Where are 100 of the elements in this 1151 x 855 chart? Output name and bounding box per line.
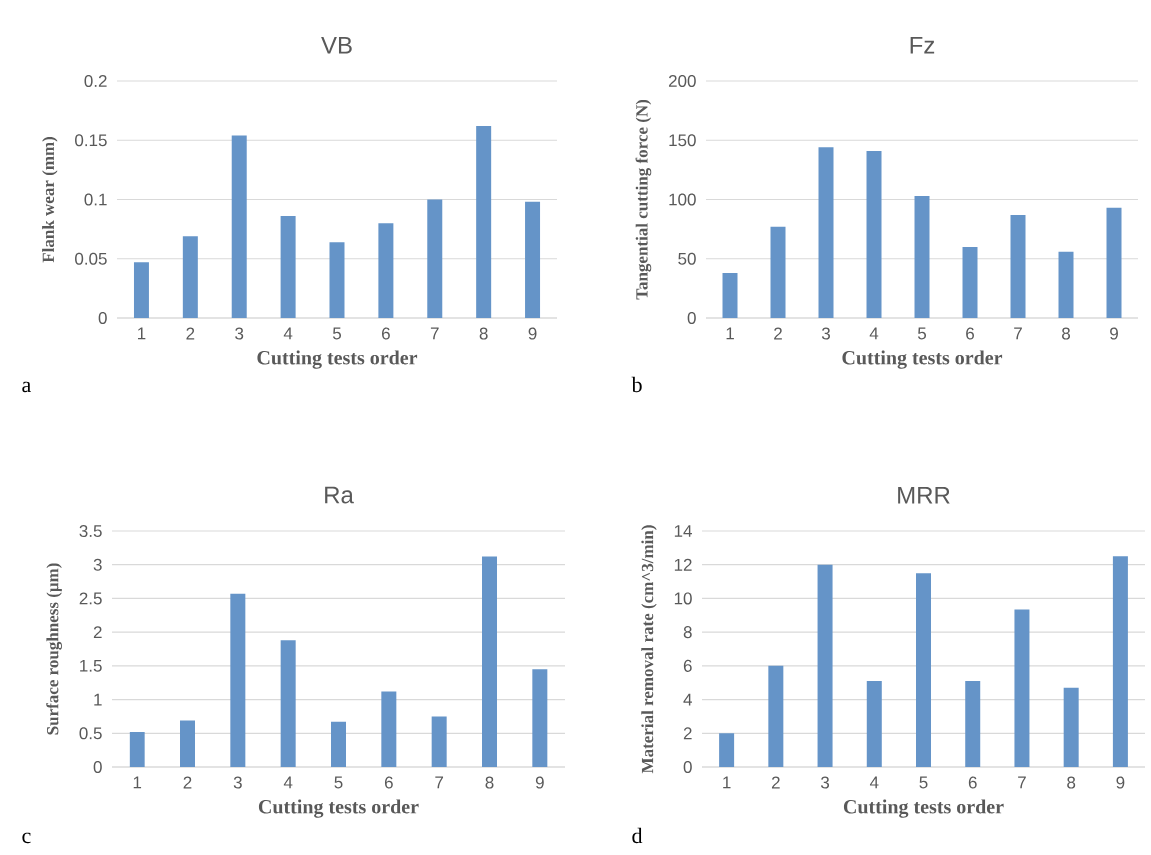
x-axis-title: Cutting tests order [843, 799, 1004, 818]
bar [180, 720, 195, 767]
y-tick-label: 0.2 [84, 74, 107, 88]
x-tick-label: 1 [726, 327, 734, 340]
bar [133, 262, 149, 318]
bar [532, 669, 548, 767]
x-axis-title: Cutting tests order [842, 350, 1003, 369]
y-tick-label: 0 [687, 311, 696, 325]
bar [525, 201, 541, 318]
bar [722, 272, 738, 318]
x-tick-label: 3 [235, 327, 244, 340]
y-tick-label: 1 [94, 693, 102, 706]
bar [329, 242, 345, 318]
bar [129, 731, 145, 767]
x-tick-label: 1 [723, 776, 731, 789]
x-tick-label: 4 [869, 327, 879, 340]
bar [1014, 609, 1030, 767]
x-tick-label: 4 [283, 327, 293, 340]
x-tick-label: 4 [283, 776, 293, 789]
y-tick-label: 2 [93, 626, 102, 639]
x-tick-label: 6 [384, 776, 393, 789]
y-tick-label: 100 [669, 193, 696, 206]
y-tick-label: 3 [93, 558, 102, 571]
x-tick-label: 1 [138, 327, 146, 340]
y-tick-label: 14 [674, 525, 692, 537]
bar [914, 195, 930, 318]
y-tick-label: 2.5 [79, 592, 102, 605]
chart-title: VB [321, 36, 352, 54]
y-axis-title: Tangential cutting force (N) [635, 99, 652, 300]
x-tick-label: 3 [821, 327, 830, 340]
bar [182, 236, 198, 318]
y-tick-label: 12 [674, 558, 692, 571]
x-tick-label: 5 [917, 327, 927, 340]
y-tick-label: 4 [683, 693, 692, 706]
y-axis-title: Flank wear (mm) [42, 136, 58, 263]
y-tick-label: 200 [668, 74, 696, 88]
bar [866, 681, 882, 767]
bar [427, 199, 443, 318]
y-tick-label: 10 [674, 592, 692, 605]
x-axis-title: Cutting tests order [258, 799, 419, 818]
y-axis-title: Material removal rate (cm^3/min) [641, 525, 657, 774]
bar [916, 573, 932, 767]
bar [768, 665, 784, 767]
x-tick-label: 2 [186, 327, 195, 340]
text: a [22, 381, 32, 393]
text: b [631, 376, 642, 393]
x-tick-label: 9 [1116, 776, 1125, 789]
chart-title: Ra [325, 486, 354, 504]
x-tick-label: 3 [233, 776, 242, 789]
bar [280, 640, 296, 767]
x-tick-label: 8 [1067, 776, 1076, 789]
bar [1058, 251, 1074, 318]
bar [818, 147, 834, 318]
text: d [632, 827, 643, 844]
bar [1010, 214, 1026, 318]
bar [719, 733, 735, 767]
bar [770, 226, 786, 318]
x-tick-label: 5 [332, 327, 342, 340]
x-tick-label: 5 [334, 776, 343, 789]
bar [431, 716, 447, 767]
x-tick-label: 2 [771, 776, 780, 789]
x-axis-title: Cutting tests order [257, 350, 418, 369]
x-tick-label: 6 [968, 776, 977, 789]
bar [1106, 207, 1122, 318]
chart-title: Fz [910, 36, 935, 54]
x-tick-label: 2 [774, 327, 782, 340]
y-tick-label: 0 [683, 760, 692, 774]
text: c [22, 832, 31, 844]
bar [476, 126, 492, 318]
bar [965, 681, 981, 767]
y-tick-label: 0.05 [75, 252, 107, 265]
bar [817, 564, 833, 767]
chart-title: MRR [898, 486, 950, 504]
x-tick-label: 8 [479, 327, 488, 340]
y-axis-title: Surface roughness (μm) [46, 563, 62, 735]
bar [231, 135, 247, 318]
y-tick-label: 2 [683, 727, 692, 740]
bar [230, 593, 246, 767]
x-tick-label: 7 [435, 776, 444, 789]
x-tick-label: 7 [1018, 776, 1026, 789]
x-tick-label: 5 [919, 776, 928, 789]
y-tick-label: 150 [669, 134, 696, 147]
bar [866, 150, 882, 318]
y-tick-label: 3.5 [79, 524, 102, 538]
y-tick-label: 0 [93, 760, 102, 774]
bar [482, 556, 497, 767]
bar [331, 721, 346, 767]
x-tick-label: 9 [528, 327, 537, 340]
bar [962, 246, 978, 318]
x-tick-label: 6 [966, 327, 974, 340]
x-tick-label: 1 [133, 776, 142, 789]
bar [381, 691, 397, 767]
bar [1112, 556, 1128, 767]
x-tick-label: 9 [1110, 327, 1118, 340]
y-tick-label: 50 [678, 252, 696, 265]
x-tick-label: 2 [183, 776, 192, 789]
y-tick-label: 0 [98, 311, 107, 325]
x-tick-label: 8 [485, 776, 494, 789]
x-tick-label: 7 [430, 327, 439, 340]
x-tick-label: 3 [820, 776, 830, 789]
